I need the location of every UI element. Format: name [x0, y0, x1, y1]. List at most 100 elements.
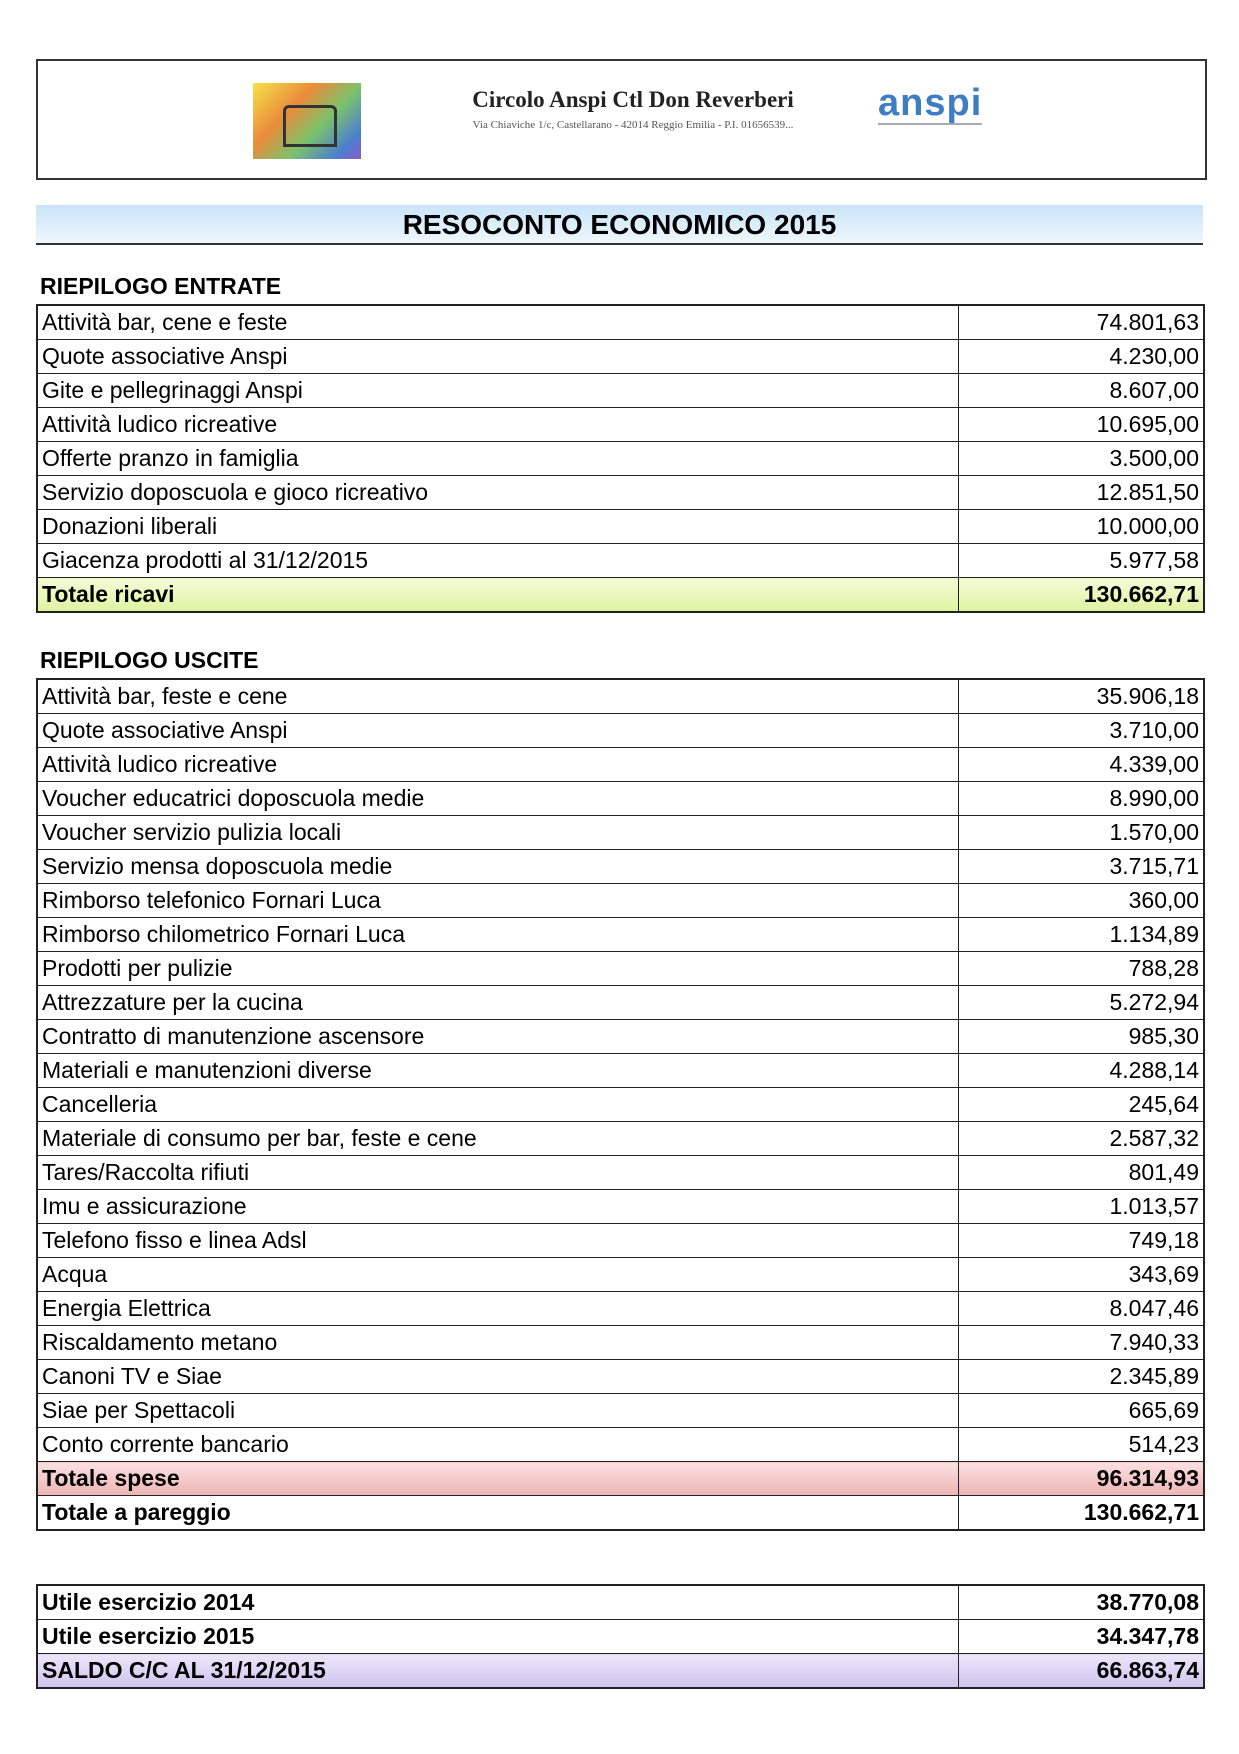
- row-label: Offerte pranzo in famiglia: [36, 441, 959, 476]
- table-row: Quote associative Anspi 3.710,00: [36, 713, 1205, 748]
- row-label: Attrezzature per la cucina: [36, 985, 959, 1020]
- row-label: Giacenza prodotti al 31/12/2015: [36, 543, 959, 578]
- row-amount: 788,28: [958, 951, 1205, 986]
- row-amount: 35.906,18: [958, 678, 1205, 714]
- row-label: Voucher educatrici doposcuola medie: [36, 781, 959, 816]
- table-row: Voucher servizio pulizia locali 1.570,00: [36, 815, 1205, 850]
- table-row: Giacenza prodotti al 31/12/2015 5.977,58: [36, 543, 1205, 578]
- table-row: Attività ludico ricreative 10.695,00: [36, 407, 1205, 442]
- row-amount: 985,30: [958, 1019, 1205, 1054]
- row-amount: 1.134,89: [958, 917, 1205, 952]
- row-label: Utile esercizio 2015: [36, 1619, 959, 1654]
- table-row: Gite e pellegrinaggi Anspi 8.607,00: [36, 373, 1205, 408]
- row-label: Telefono fisso e linea Adsl: [36, 1223, 959, 1258]
- table-row: Attrezzature per la cucina 5.272,94: [36, 985, 1205, 1020]
- table-row: Utile esercizio 2015 34.347,78: [36, 1619, 1205, 1654]
- row-amount: 3.715,71: [958, 849, 1205, 884]
- row-amount: 4.339,00: [958, 747, 1205, 782]
- table-row: Conto corrente bancario 514,23: [36, 1427, 1205, 1462]
- table-row: Attività ludico ricreative 4.339,00: [36, 747, 1205, 782]
- logo: [253, 83, 361, 159]
- row-label: Cancelleria: [36, 1087, 959, 1122]
- row-amount: 801,49: [958, 1155, 1205, 1190]
- row-amount: 2.345,89: [958, 1359, 1205, 1394]
- row-amount: 514,23: [958, 1427, 1205, 1462]
- row-amount: 130.662,71: [958, 577, 1205, 613]
- row-label: Quote associative Anspi: [36, 339, 959, 374]
- row-label: Siae per Spettacoli: [36, 1393, 959, 1428]
- row-label: Contratto di manutenzione ascensore: [36, 1019, 959, 1054]
- table-row: Siae per Spettacoli 665,69: [36, 1393, 1205, 1428]
- table-row: Quote associative Anspi 4.230,00: [36, 339, 1205, 374]
- brand-logo: anspi: [878, 82, 983, 125]
- row-amount: 5.977,58: [958, 543, 1205, 578]
- table-row: Riscaldamento metano 7.940,33: [36, 1325, 1205, 1360]
- row-label: SALDO C/C AL 31/12/2015: [36, 1653, 959, 1689]
- table-row: Attività bar, cene e feste 74.801,63: [36, 304, 1205, 340]
- table-row: Rimborso telefonico Fornari Luca 360,00: [36, 883, 1205, 918]
- section-heading: RIEPILOGO USCITE: [40, 647, 259, 673]
- row-amount: 5.272,94: [958, 985, 1205, 1020]
- row-amount: 360,00: [958, 883, 1205, 918]
- section-heading: RIEPILOGO ENTRATE: [40, 273, 282, 299]
- row-label: Acqua: [36, 1257, 959, 1292]
- row-label: Attività bar, cene e feste: [36, 304, 959, 340]
- organization-name: Circolo Anspi Ctl Don Reverberi: [472, 87, 794, 112]
- row-amount: 1.013,57: [958, 1189, 1205, 1224]
- row-label: Attività ludico ricreative: [36, 747, 959, 782]
- row-amount: 4.288,14: [958, 1053, 1205, 1088]
- row-label: Servizio mensa doposcuola medie: [36, 849, 959, 884]
- row-label: Donazioni liberali: [36, 509, 959, 544]
- row-amount: 3.710,00: [958, 713, 1205, 748]
- row-amount: 1.570,00: [958, 815, 1205, 850]
- table-row: Voucher educatrici doposcuola medie 8.990…: [36, 781, 1205, 816]
- table-row: Imu e assicurazione 1.013,57: [36, 1189, 1205, 1224]
- expense-table: Attività bar, feste e cene 35.906,18 Quote…: [36, 678, 1205, 1531]
- organization-address: Via Chiaviche 1/c, Castellarano - 42014 …: [472, 119, 794, 131]
- table-row: Energia Elettrica 8.047,46: [36, 1291, 1205, 1326]
- row-label: Totale a pareggio: [36, 1495, 959, 1531]
- row-label: Tares/Raccolta rifiuti: [36, 1155, 959, 1190]
- table-row: Tares/Raccolta rifiuti 801,49: [36, 1155, 1205, 1190]
- table-row: Canoni TV e Siae 2.345,89: [36, 1359, 1205, 1394]
- table-row: Totale a pareggio 130.662,71: [36, 1495, 1205, 1531]
- row-label: Rimborso telefonico Fornari Luca: [36, 883, 959, 918]
- row-amount: 66.863,74: [958, 1653, 1205, 1689]
- row-label: Materiale di consumo per bar, feste e ce…: [36, 1121, 959, 1156]
- row-label: Voucher servizio pulizia locali: [36, 815, 959, 850]
- row-label: Materiali e manutenzioni diverse: [36, 1053, 959, 1088]
- table-row: Materiale di consumo per bar, feste e ce…: [36, 1121, 1205, 1156]
- row-amount: 749,18: [958, 1223, 1205, 1258]
- logo-figure: [283, 105, 337, 147]
- row-label: Totale spese: [36, 1461, 959, 1496]
- row-amount: 8.990,00: [958, 781, 1205, 816]
- row-label: Rimborso chilometrico Fornari Luca: [36, 917, 959, 952]
- row-amount: 12.851,50: [958, 475, 1205, 510]
- row-label: Servizio doposcuola e gioco ricreativo: [36, 475, 959, 510]
- row-amount: 10.695,00: [958, 407, 1205, 442]
- table-row: Acqua 343,69: [36, 1257, 1205, 1292]
- row-label: Riscaldamento metano: [36, 1325, 959, 1360]
- row-label: Attività ludico ricreative: [36, 407, 959, 442]
- row-label: Utile esercizio 2014: [36, 1584, 959, 1620]
- row-amount: 74.801,63: [958, 304, 1205, 340]
- letterhead: Circolo Anspi Ctl Don Reverberi Via Chia…: [36, 59, 1207, 180]
- table-row: Cancelleria 245,64: [36, 1087, 1205, 1122]
- row-label: Canoni TV e Siae: [36, 1359, 959, 1394]
- table-row: SALDO C/C AL 31/12/2015 66.863,74: [36, 1653, 1205, 1689]
- table-row: Rimborso chilometrico Fornari Luca 1.134,…: [36, 917, 1205, 952]
- row-amount: 245,64: [958, 1087, 1205, 1122]
- table-row: Servizio mensa doposcuola medie 3.715,71: [36, 849, 1205, 884]
- row-amount: 10.000,00: [958, 509, 1205, 544]
- row-amount: 4.230,00: [958, 339, 1205, 374]
- table-row: Telefono fisso e linea Adsl 749,18: [36, 1223, 1205, 1258]
- table-row: Utile esercizio 2014 38.770,08: [36, 1584, 1205, 1620]
- row-amount: 2.587,32: [958, 1121, 1205, 1156]
- row-label: Attività bar, feste e cene: [36, 678, 959, 714]
- table-row: Donazioni liberali 10.000,00: [36, 509, 1205, 544]
- row-amount: 96.314,93: [958, 1461, 1205, 1496]
- balance-table: Utile esercizio 2014 38.770,08 Utile eserc…: [36, 1584, 1205, 1689]
- table-row: Attività bar, feste e cene 35.906,18: [36, 678, 1205, 714]
- document-title: RESOCONTO ECONOMICO 2015: [36, 205, 1203, 245]
